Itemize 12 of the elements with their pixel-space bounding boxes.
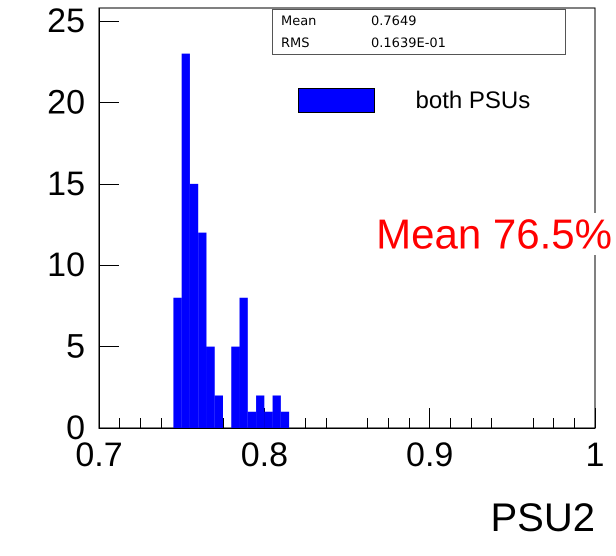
legend-label: both PSUs xyxy=(416,87,530,114)
x-tick-label: 1 xyxy=(586,436,604,474)
x-tick-label: 0.9 xyxy=(406,436,454,474)
y-tick-label: 10 xyxy=(47,246,85,284)
y-tick-label: 15 xyxy=(47,164,85,203)
y-tick-label: 5 xyxy=(66,328,85,366)
y-tick-label: 25 xyxy=(47,2,85,40)
x-axis-title: PSU2 xyxy=(490,496,595,540)
x-tick-label: 0.8 xyxy=(240,436,288,474)
y-tick-label: 20 xyxy=(47,83,85,122)
stats-box: Mean 0.7649 RMS 0.1639E-01 xyxy=(272,9,566,55)
annotation: Mean 76.5% xyxy=(376,210,612,258)
